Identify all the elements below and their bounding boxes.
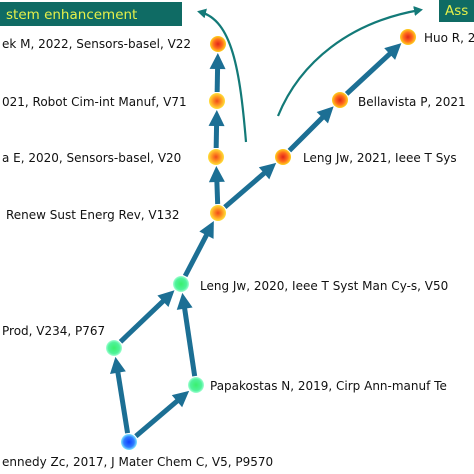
- node-circle-n2: [106, 340, 122, 356]
- banner-assessment: Ass: [439, 0, 474, 22]
- edge-n6-n7: [209, 52, 226, 93]
- node-label-n6: 021, Robot Cim-int Manuf, V71: [2, 95, 187, 109]
- node-label-n10: Huo R, 2: [424, 31, 474, 45]
- edge-line: [223, 170, 268, 210]
- edge-line: [182, 232, 210, 278]
- node-circle-n4: [210, 205, 226, 221]
- edge-arrowhead: [208, 109, 225, 127]
- edge-arrowhead: [157, 290, 175, 308]
- edge-n3-n4: [182, 220, 214, 278]
- edge-n2-n3: [118, 290, 175, 344]
- banner-system-text: stem enhancement: [6, 7, 137, 23]
- edge-arrowhead: [199, 220, 214, 239]
- node-circle-n3: [173, 276, 189, 292]
- edge-line: [134, 397, 181, 439]
- label-layer: ennedy Zc, 2017, J Mater Chem C, V5, P95…: [2, 31, 474, 469]
- node-circle-n6: [209, 93, 225, 109]
- node-circle-n1: [188, 377, 204, 393]
- node-label-n9: Bellavista P, 2021: [358, 95, 466, 109]
- edge-line: [287, 114, 326, 153]
- node-label-n5: a E, 2020, Sensors-basel, V20: [2, 151, 181, 165]
- edge-n0-n2: [110, 356, 131, 434]
- node-label-n4: Renew Sust Energ Rev, V132: [6, 208, 180, 222]
- curve-arrow-system: [197, 8, 248, 143]
- node-circle-n8: [275, 149, 291, 165]
- edge-n4-n5: [208, 165, 225, 205]
- edge-line: [181, 306, 198, 377]
- node-layer: [106, 29, 416, 450]
- edge-n5-n6: [208, 109, 225, 149]
- edge-line: [118, 298, 167, 344]
- edge-arrowhead: [258, 162, 277, 180]
- edge-n0-n1: [134, 390, 190, 439]
- edge-arrowhead: [110, 356, 126, 374]
- node-circle-n5: [208, 149, 224, 165]
- node-label-n3: Leng Jw, 2020, Ieee T Syst Man Cy-s, V50: [200, 279, 448, 293]
- edge-n1-n3: [176, 292, 198, 377]
- node-label-n2: Prod, V234, P767: [2, 324, 105, 338]
- node-label-n7: ek M, 2022, Sensors-basel, V22: [2, 37, 191, 51]
- node-circle-n7: [210, 36, 226, 52]
- edge-n9-n10: [344, 43, 402, 96]
- banner-system-background: [0, 2, 182, 26]
- edge-line: [214, 179, 221, 205]
- edge-arrowhead: [208, 165, 225, 183]
- edge-arrowhead: [384, 43, 402, 60]
- edge-arrowhead: [316, 106, 334, 124]
- node-label-n8: Leng Jw, 2021, Ieee T Sys: [303, 151, 457, 165]
- edge-arrowhead: [209, 52, 226, 70]
- edge-arrowhead: [171, 390, 190, 408]
- node-circle-n9: [332, 92, 348, 108]
- edge-n8-n9: [287, 106, 334, 153]
- curve-arrow-assess: [276, 6, 423, 117]
- node-circle-n0: [121, 434, 137, 450]
- edge-layer: [110, 43, 402, 439]
- node-circle-n10: [400, 29, 416, 45]
- edge-line: [344, 50, 393, 96]
- edge-arrowhead: [176, 292, 193, 310]
- node-label-n1: Papakostas N, 2019, Cirp Ann-manuf Te: [210, 379, 447, 393]
- banner-assessment-background: [439, 0, 474, 22]
- edge-n4-n8: [223, 162, 277, 210]
- node-label-n0: ennedy Zc, 2017, J Mater Chem C, V5, P95…: [2, 455, 273, 469]
- banner-system-enhancement: stem enhancement: [0, 2, 182, 26]
- banner-assessment-text: Ass: [445, 3, 468, 19]
- edge-line: [115, 370, 131, 434]
